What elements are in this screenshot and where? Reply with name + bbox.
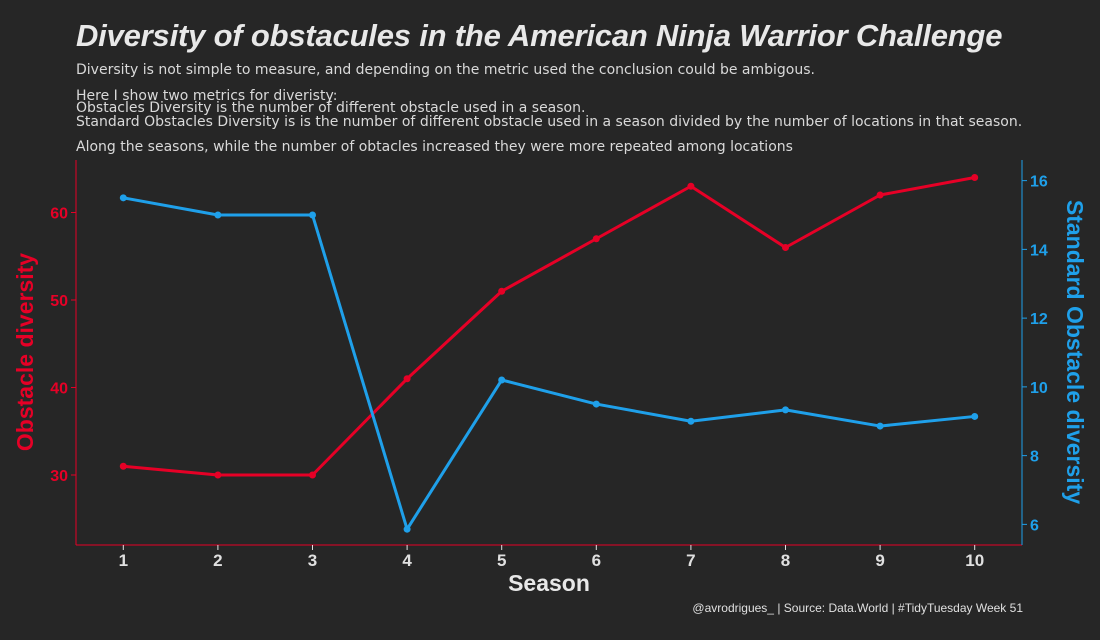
standard-diversity-point <box>971 412 979 420</box>
standard-diversity-point <box>687 417 695 425</box>
right-axis-ticks: 6 8 10 12 14 16 <box>1022 174 1048 534</box>
subtitle-line-2: Here I show two metrics for diveristy: <box>76 88 338 104</box>
standard-diversity-point <box>214 211 222 219</box>
subtitle-line-5: Along the seasons, while the number of o… <box>76 139 793 155</box>
left-axis-ticks: 30 40 50 60 <box>50 206 76 485</box>
x-tick-label: 10 <box>965 551 984 570</box>
obstacle-diversity-point <box>309 471 316 479</box>
subtitle-line-3: Obstacles Diversity is the number of dif… <box>76 100 586 116</box>
obstacle-diversity-point <box>687 182 695 190</box>
x-tick-label: 1 <box>119 551 128 570</box>
standard-diversity-line <box>123 196 975 531</box>
obstacle-diversity-point <box>782 244 789 251</box>
obstacle-diversity-point <box>876 191 884 199</box>
x-tick-label: 5 <box>497 551 506 570</box>
left-tick-label: 40 <box>50 381 68 398</box>
right-tick-label: 14 <box>1030 242 1048 259</box>
standard-diversity-point <box>309 211 316 219</box>
x-tick-label: 3 <box>308 551 317 570</box>
obstacle-diversity-point <box>119 462 127 470</box>
x-tick-label: 9 <box>875 551 884 570</box>
left-axis-label: Obstacle diversity <box>12 253 38 451</box>
standard-diversity-point <box>592 400 600 408</box>
standard-diversity-point <box>876 422 884 430</box>
right-tick-label: 16 <box>1030 174 1048 191</box>
x-tick-label: 4 <box>402 551 412 570</box>
right-axis-label: Standard Obstacle diversity <box>1062 200 1088 504</box>
x-tick-label: 8 <box>781 551 790 570</box>
right-tick-label: 10 <box>1030 380 1048 397</box>
left-tick-label: 30 <box>50 468 68 485</box>
right-tick-label: 6 <box>1030 517 1039 534</box>
obstacle-diversity-point <box>403 375 411 383</box>
subtitle-line-1: Diversity is not simple to measure, and … <box>76 62 815 78</box>
caption: @avrodrigues_ | Source: Data.World | #Ti… <box>692 601 1023 615</box>
x-tick-label: 6 <box>592 551 601 570</box>
standard-diversity-point <box>782 406 789 414</box>
series-group <box>119 174 979 533</box>
obstacle-diversity-point <box>214 471 222 479</box>
left-tick-label: 50 <box>50 293 68 310</box>
x-axis-ticks: 1 2 3 4 5 6 7 8 9 10 <box>119 545 984 570</box>
right-tick-label: 8 <box>1030 449 1039 466</box>
x-axis-label: Season <box>508 570 590 596</box>
x-tick-label: 2 <box>213 551 222 570</box>
right-tick-label: 12 <box>1030 311 1048 328</box>
left-tick-label: 60 <box>50 206 68 223</box>
obstacle-diversity-point <box>971 174 979 181</box>
obstacle-diversity-point <box>592 235 600 243</box>
subtitle-line-4: Standard Obstacles Diversity is is the n… <box>76 114 1023 130</box>
chart-title: Diversity of obstacules in the American … <box>76 18 1003 53</box>
x-tick-label: 7 <box>686 551 695 570</box>
standard-diversity-point <box>403 525 411 533</box>
obstacle-diversity-point <box>498 287 506 295</box>
standard-diversity-point <box>119 194 127 202</box>
standard-diversity-point <box>498 376 506 384</box>
obstacle-diversity-line <box>123 176 975 477</box>
